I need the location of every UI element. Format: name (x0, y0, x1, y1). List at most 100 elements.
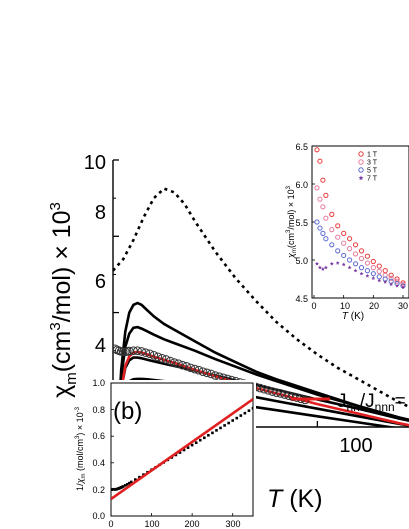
inset-field-background (288, 140, 409, 324)
inset-field-xtick-0: 0 (311, 301, 316, 311)
inset-b-series-0-point-20 (138, 475, 141, 479)
main-series-7-point-16 (161, 355, 171, 364)
inset-field-legend-label-3: 7 T (367, 176, 378, 183)
main-series-7-point-8 (129, 346, 138, 356)
main-legend: Jnn/Jnnn= (291, 391, 406, 414)
inset-b-y-axis-label: 1/χm (mol/cm3) × 10-3 (75, 406, 87, 491)
main-series-7-point-46 (284, 391, 294, 401)
inset-field-legend-marker-2 (358, 167, 364, 173)
inset-field-series-1-point-7 (347, 246, 353, 252)
inset-field-series-2-point-1 (317, 225, 323, 231)
main-series-7-point-45 (280, 390, 289, 399)
inset-b-series-0-point-46 (243, 411, 247, 415)
inset-field-ytick-6.0: 6.0 (295, 180, 308, 190)
inset-field-x-axis-label: T (K) (342, 311, 364, 322)
main-ytick-label-6: 6 (95, 271, 106, 293)
inset-b-series-0-point-45 (239, 414, 243, 417)
inset-b-series-0-point-18 (129, 480, 133, 484)
inset-field-series-0-point-9 (358, 248, 365, 254)
inset-field-series-2-point-4 (329, 242, 335, 248)
inset-field-legend-marker-1 (358, 159, 364, 165)
inset-field-series-3-point-16 (401, 285, 405, 290)
inset-field-series-3-point-7 (347, 265, 352, 270)
main-ytick-label-8: 8 (95, 202, 106, 224)
inset-field-series-2-point-3 (323, 236, 329, 242)
inset-field-ytick-4.5: 4.5 (295, 294, 308, 304)
inset-field-legend: 1 T3 T5 T7 T (358, 151, 378, 183)
main-series-7-point-14 (153, 352, 163, 362)
inset-field-series-0-point-1 (317, 158, 323, 164)
inset-field-legend-label-0: 1 T (367, 152, 378, 159)
inset-field-series-1-point-3 (323, 215, 329, 221)
inset-b-series-0-point-34 (194, 441, 198, 445)
inset-field-series-2-point-7 (347, 257, 353, 263)
inset-field-series-0-point-6 (341, 230, 347, 236)
inset-b-series-0-point-35 (198, 438, 202, 442)
inset-b-series-0-point-31 (182, 448, 186, 452)
inset-field-ytick-5.0: 5.0 (295, 256, 308, 266)
main-series-7-point-28 (210, 371, 220, 380)
legend-label: Jnn/Jnnn= (337, 391, 406, 414)
inset-b-ytick-0.4: 0.4 (92, 458, 105, 468)
main-series-7-point-12 (145, 349, 155, 359)
inset-b-series-1-line (111, 398, 253, 501)
inset-field-legend-label-1: 3 T (367, 160, 378, 167)
inset-field-series-0-point-4 (329, 211, 335, 217)
main-series-7-point-18 (170, 358, 179, 367)
main-series-7-point-44 (276, 389, 285, 398)
inset-b-frame (110, 382, 254, 517)
inset-field-series-1-point-9 (358, 255, 365, 262)
inset-field-series-0-point-8 (352, 242, 359, 248)
inset-b-xtick-200: 200 (184, 519, 199, 529)
inset-field-xtick-30: 30 (398, 301, 408, 311)
main-series-7-point-17 (165, 356, 175, 366)
inset-field-series-0-point-10 (364, 253, 370, 259)
inset-field-series-group (314, 147, 406, 290)
inset-field-legend-label-2: 5 T (367, 168, 378, 175)
inset-field-series-0-point-3 (323, 192, 329, 198)
main-series-7-point-21 (182, 362, 191, 371)
inset-field-series-3-point-14 (389, 282, 394, 286)
inset-field-series-1-point-12 (376, 268, 382, 274)
inset-b-ytick-0.2: 0.2 (92, 485, 105, 495)
main-series-7-point-7 (125, 346, 134, 356)
inset-field-series-1-point-15 (394, 278, 400, 284)
inset-b-series-0-point-32 (186, 446, 190, 449)
inset-field-series-1-point-0 (314, 185, 320, 191)
inset-field-series-0-point-2 (320, 177, 326, 183)
inset-field-series-0-point-5 (335, 223, 341, 229)
inset-field-xtick-10: 10 (340, 301, 350, 311)
inset-b-series-0-point-36 (203, 436, 206, 440)
inset-b-series-0-point-19 (134, 478, 137, 481)
inset-field-series-1-point-4 (329, 227, 335, 233)
inset-b-series-0-point-41 (223, 424, 226, 427)
inset-field-series-2-point-11 (370, 271, 376, 277)
inset-b-ytick-0.8: 0.8 (92, 405, 105, 415)
main-series-7-point-26 (202, 368, 212, 378)
inset-field-series-1-point-14 (388, 275, 394, 281)
main-series-2-line (116, 325, 409, 427)
inset-field-series-3-point-5 (335, 260, 340, 265)
inset-field-legend-marker-3 (358, 175, 364, 181)
main-series-6-line (117, 350, 409, 427)
main-series-7-point-42 (268, 387, 277, 396)
inset-field-series-3-point-10 (365, 273, 370, 278)
main-series-7-point-40 (259, 384, 269, 394)
inset-field-series-0-point-11 (370, 258, 376, 265)
inset-b-series-0-point-17 (127, 481, 131, 485)
inset-field-series-1-point-5 (335, 234, 341, 240)
main-ytick-label-10: 10 (84, 152, 106, 174)
inset-field-series-1-point-8 (352, 251, 359, 257)
inset-field-series-0-point-7 (347, 236, 353, 242)
inset-b-panel-label: (b) (113, 398, 142, 425)
main-series-7-point-19 (174, 359, 183, 368)
inset-field-series-2-point-2 (320, 230, 326, 236)
inset-field-series-0-point-0 (314, 147, 320, 153)
main-series-7-point-25 (198, 367, 208, 376)
inset-field-series-3-point-0 (315, 261, 319, 266)
inset-field-ytick-5.5: 5.5 (295, 218, 308, 228)
inset-b-series-0-point-30 (178, 451, 182, 454)
main-series-7-point-47 (288, 392, 298, 402)
inset-field-series-3-point-1 (317, 265, 322, 270)
inset-field-y-axis-label: χm(cm3/mol) × 103 (286, 185, 298, 259)
